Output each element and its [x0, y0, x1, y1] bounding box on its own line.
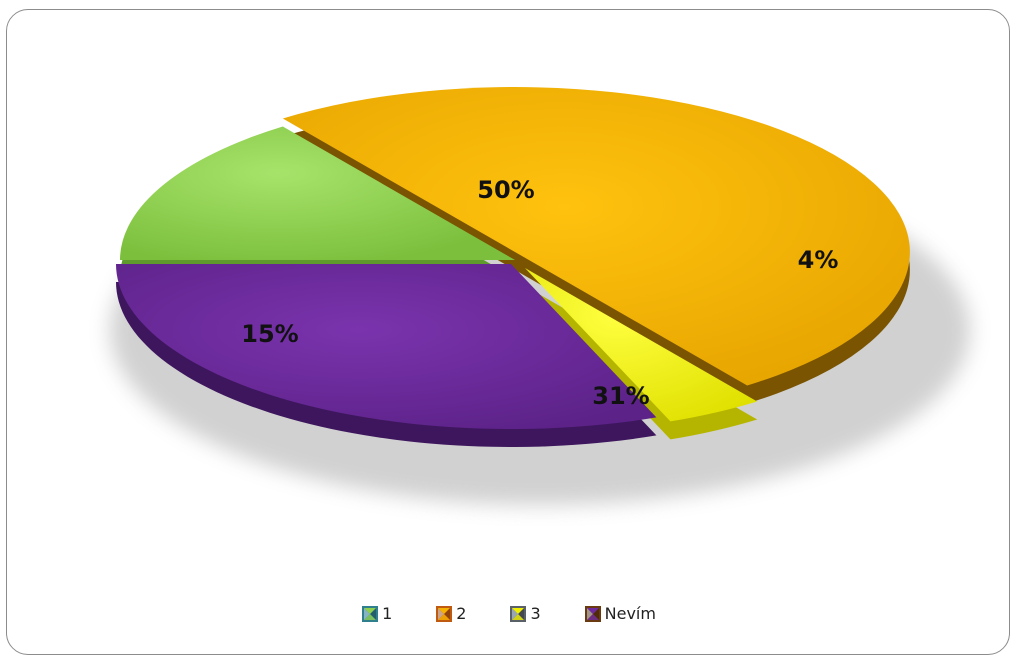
data-label-2: 50% [477, 176, 534, 204]
legend-item-Nevím: Nevím [584, 604, 656, 623]
legend-label: 1 [382, 604, 393, 623]
legend-swatch-icon [510, 605, 527, 622]
legend-swatch-icon [436, 605, 453, 622]
pie-chart: 15% 50% 4% 31% [110, 87, 970, 505]
chart-legend: 1 2 3 Nevím [0, 604, 1018, 623]
legend-swatch-icon [584, 605, 601, 622]
pie-slice-1 [120, 126, 515, 260]
legend-swatch-icon [362, 605, 379, 622]
legend-item-2: 2 [436, 604, 466, 623]
data-label-3: 4% [798, 246, 839, 274]
legend-item-3: 3 [510, 604, 541, 623]
legend-label: Nevím [604, 604, 656, 623]
pie-slice-2 [282, 87, 910, 386]
legend-item-1: 1 [362, 604, 392, 623]
data-label-Nevím: 31% [592, 382, 649, 410]
data-label-1: 15% [241, 320, 298, 348]
legend-label: 2 [456, 604, 467, 623]
pie-slice-3 [525, 268, 758, 422]
legend-label: 3 [530, 604, 541, 623]
pie-slice-Nevím [116, 264, 657, 429]
